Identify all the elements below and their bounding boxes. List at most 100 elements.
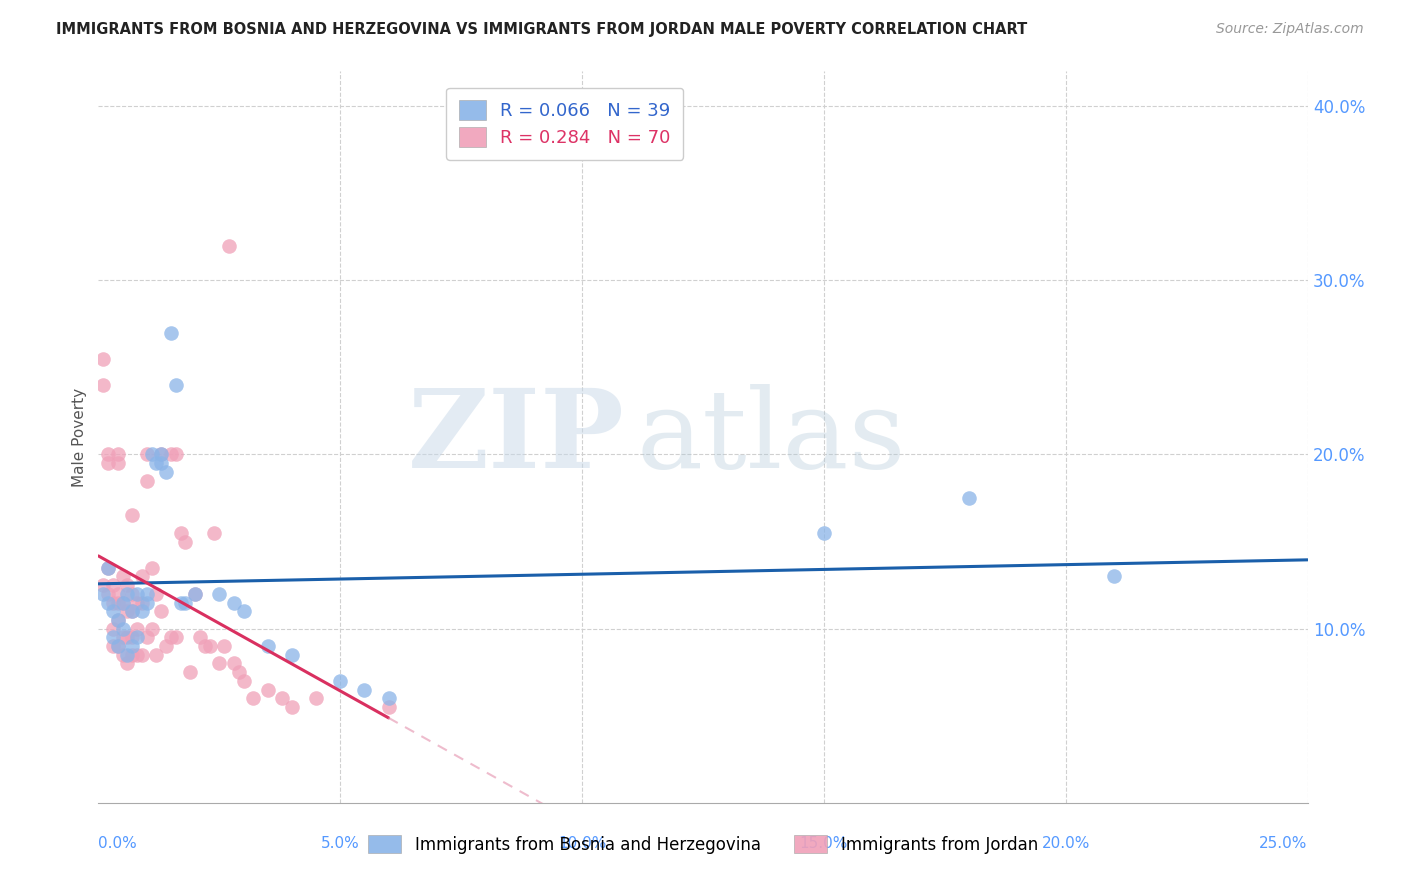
Point: [101, 631, 124, 645]
Point: [150, 456, 173, 470]
Point: [305, 691, 328, 706]
Point: [160, 448, 183, 462]
Point: [228, 665, 250, 680]
Point: [145, 587, 167, 601]
Point: [141, 622, 163, 636]
Point: [111, 595, 134, 609]
Point: [107, 613, 129, 627]
Point: [377, 700, 399, 714]
Point: [160, 631, 183, 645]
Point: [150, 448, 173, 462]
Point: [121, 631, 143, 645]
Y-axis label: Male Poverty: Male Poverty: [72, 387, 87, 487]
Point: [91, 377, 114, 392]
Point: [169, 525, 191, 540]
Point: [256, 682, 278, 697]
Point: [97, 456, 120, 470]
Point: [101, 595, 124, 609]
Point: [135, 448, 157, 462]
Point: [1102, 569, 1125, 583]
Point: [329, 673, 352, 688]
Text: 20.0%: 20.0%: [1042, 836, 1090, 851]
Point: [107, 639, 129, 653]
Point: [212, 639, 235, 653]
Point: [127, 631, 149, 645]
Point: [135, 595, 157, 609]
Point: [107, 613, 129, 627]
Point: [97, 587, 120, 601]
Point: [91, 587, 114, 601]
Point: [117, 631, 139, 645]
Point: [131, 604, 153, 618]
Text: 0.0%: 0.0%: [98, 836, 138, 851]
Point: [107, 595, 129, 609]
Point: [127, 622, 149, 636]
Point: [222, 657, 245, 671]
Point: [188, 631, 211, 645]
Point: [155, 465, 177, 479]
Point: [281, 700, 304, 714]
Point: [97, 560, 120, 574]
Point: [174, 534, 197, 549]
Point: [101, 604, 124, 618]
Point: [107, 639, 129, 653]
Point: [165, 377, 187, 392]
Point: [107, 448, 129, 462]
Point: [184, 587, 207, 601]
Point: [208, 587, 231, 601]
Point: [141, 448, 163, 462]
Point: [141, 560, 163, 574]
Point: [232, 673, 254, 688]
Point: [117, 648, 139, 662]
Point: [101, 639, 124, 653]
Point: [150, 604, 173, 618]
Point: [208, 657, 231, 671]
Point: [145, 456, 167, 470]
Point: [222, 595, 245, 609]
Point: [121, 648, 143, 662]
Point: [117, 587, 139, 601]
Point: [111, 595, 134, 609]
Point: [194, 639, 217, 653]
Point: [97, 595, 120, 609]
Point: [131, 595, 153, 609]
Point: [218, 238, 240, 252]
Point: [121, 604, 143, 618]
Text: IMMIGRANTS FROM BOSNIA AND HERZEGOVINA VS IMMIGRANTS FROM JORDAN MALE POVERTY CO: IMMIGRANTS FROM BOSNIA AND HERZEGOVINA V…: [56, 22, 1028, 37]
Point: [174, 595, 197, 609]
Point: [121, 587, 143, 601]
Point: [281, 648, 304, 662]
Point: [121, 604, 143, 618]
Point: [117, 657, 139, 671]
Point: [131, 569, 153, 583]
Text: 25.0%: 25.0%: [1260, 836, 1308, 851]
Point: [91, 578, 114, 592]
Point: [111, 631, 134, 645]
Point: [101, 622, 124, 636]
Point: [135, 631, 157, 645]
Point: [97, 448, 120, 462]
Point: [160, 326, 183, 340]
Point: [256, 639, 278, 653]
Point: [121, 639, 143, 653]
Point: [179, 665, 201, 680]
Point: [127, 648, 149, 662]
Point: [111, 648, 134, 662]
Text: 15.0%: 15.0%: [800, 836, 848, 851]
Point: [204, 525, 226, 540]
Point: [155, 639, 177, 653]
Point: [127, 595, 149, 609]
Point: [117, 604, 139, 618]
Point: [91, 351, 114, 366]
Point: [127, 587, 149, 601]
Point: [111, 622, 134, 636]
Point: [135, 474, 157, 488]
Legend: Immigrants from Bosnia and Herzegovina, Immigrants from Jordan: Immigrants from Bosnia and Herzegovina, …: [361, 829, 1045, 860]
Point: [107, 456, 129, 470]
Point: [145, 648, 167, 662]
Point: [131, 648, 153, 662]
Point: [198, 639, 221, 653]
Text: 10.0%: 10.0%: [558, 836, 606, 851]
Point: [242, 691, 264, 706]
Point: [957, 491, 980, 505]
